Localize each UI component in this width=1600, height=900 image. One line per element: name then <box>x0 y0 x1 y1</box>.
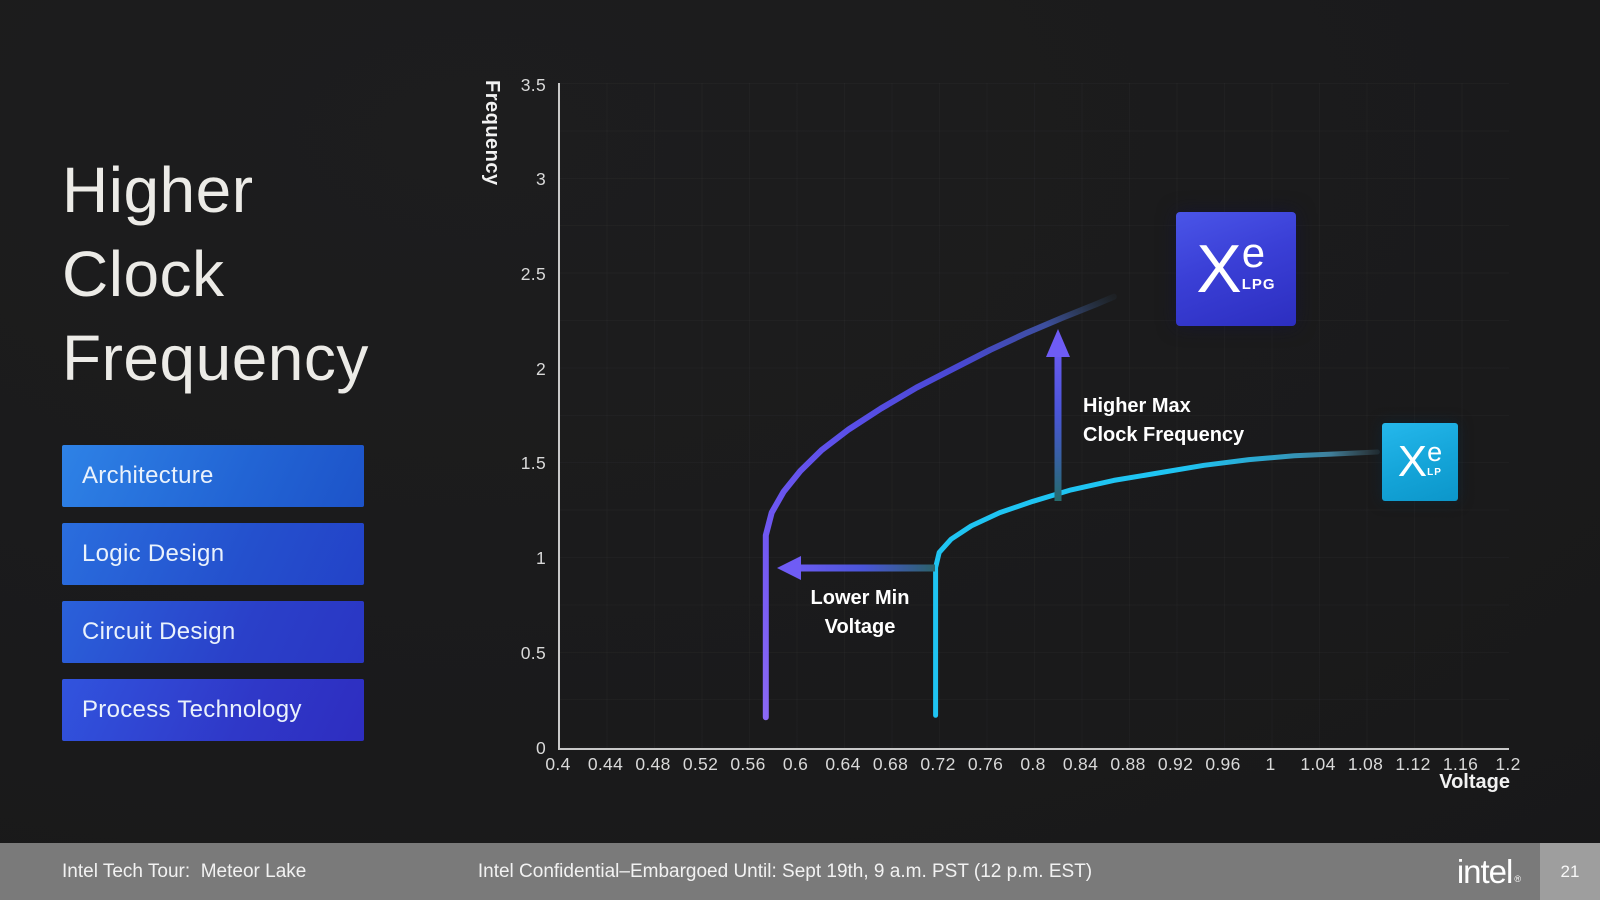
intel-logo: intel ® <box>1456 852 1521 890</box>
x-tick-label: 0.56 <box>730 754 766 774</box>
title-line-3: Frequency <box>62 322 369 394</box>
xe-logo-x: X <box>1397 437 1428 486</box>
topic-menu: Architecture Logic Design Circuit Design… <box>62 445 364 757</box>
x-tick-label: 0.92 <box>1157 754 1194 774</box>
footer-event-title: Intel Tech Tour: Meteor Lake <box>62 860 307 882</box>
xe-lpg-label: LPG <box>1241 276 1276 293</box>
x-tick-label: 0.72 <box>920 754 956 774</box>
registered-mark: ® <box>1514 873 1521 884</box>
y-axis-label: Frequency <box>481 80 503 186</box>
y-tick-label: 1.5 <box>520 453 546 474</box>
y-tick-label: 3 <box>535 169 546 190</box>
page-title: Higher Clock Frequency <box>62 148 369 400</box>
chart-plot-area <box>559 83 1509 749</box>
menu-item-process-technology[interactable]: Process Technology <box>62 679 364 741</box>
x-tick-label: 0.96 <box>1205 754 1241 774</box>
title-line-1: Higher <box>62 154 254 226</box>
footer-bar: Intel Tech Tour: Meteor Lake Intel Confi… <box>0 843 1600 900</box>
menu-item-circuit-design[interactable]: Circuit Design <box>62 601 364 663</box>
x-tick-label: 0.4 <box>545 754 571 774</box>
x-tick-label: 0.44 <box>587 754 624 774</box>
x-tick-label: 1 <box>1265 754 1276 774</box>
xe-lp-label: LP <box>1427 466 1442 478</box>
xe-logo-e: e <box>1241 229 1266 276</box>
xe-logo-e: e <box>1427 436 1443 467</box>
menu-item-logic-design[interactable]: Logic Design <box>62 523 364 585</box>
xe-lp-badge: X e LP <box>1382 423 1458 501</box>
title-line-2: Clock <box>62 238 225 310</box>
x-tick-label: 0.8 <box>1020 754 1046 774</box>
y-tick-label: 2.5 <box>520 264 546 284</box>
y-tick-label: 2 <box>535 358 546 379</box>
y-tick-label: 0.5 <box>520 642 546 663</box>
x-axis-label: Voltage <box>1439 771 1510 793</box>
x-tick-label: 0.52 <box>682 754 719 774</box>
x-tick-label: 0.88 <box>1110 754 1146 774</box>
x-tick-label: 1.04 <box>1300 754 1336 774</box>
y-tick-label: 1 <box>535 548 546 569</box>
y-tick-label: 3.5 <box>520 74 546 95</box>
y-tick-label: 0 <box>535 737 546 758</box>
x-tick-label: 0.64 <box>825 754 861 774</box>
x-tick-label: 1.2 <box>1495 754 1521 774</box>
x-tick-label: 1.12 <box>1395 754 1431 774</box>
x-tick-label: 1.16 <box>1442 754 1479 774</box>
x-tick-label: 0.48 <box>635 754 671 774</box>
annotation-lower-min-voltage: Lower Min Voltage <box>810 587 910 638</box>
x-tick-label: 0.6 <box>782 754 809 774</box>
x-tick-label: 0.84 <box>1062 754 1099 774</box>
xe-lpg-badge: X e LPG <box>1176 212 1296 326</box>
page-number: 21 <box>1540 843 1600 900</box>
footer-confidential-notice: Intel Confidential–Embargoed Until: Sept… <box>477 860 1093 882</box>
x-tick-label: 0.76 <box>967 754 1004 774</box>
xe-logo-x: X <box>1196 231 1242 307</box>
annotation-higher-max-clock-frequency: Higher Max Clock Frequency <box>1083 395 1245 446</box>
menu-item-architecture[interactable]: Architecture <box>62 445 364 507</box>
x-tick-label: 1.08 <box>1347 754 1384 774</box>
x-tick-label: 0.68 <box>872 754 909 774</box>
